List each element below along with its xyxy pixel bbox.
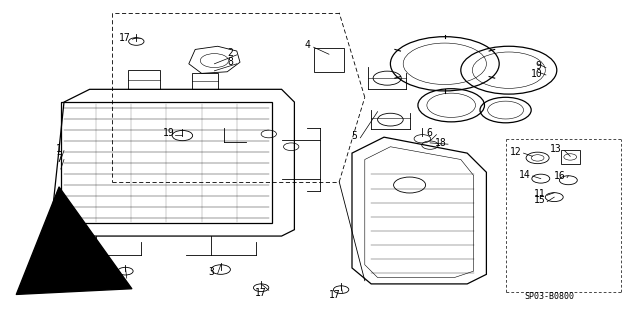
Bar — [61, 102, 272, 223]
Text: 17: 17 — [111, 271, 123, 282]
Text: SP03-B0800: SP03-B0800 — [525, 292, 575, 301]
Text: 17: 17 — [255, 288, 267, 298]
Bar — [192, 73, 218, 89]
Text: 2: 2 — [227, 48, 234, 58]
Text: 16: 16 — [554, 171, 565, 181]
Text: 17: 17 — [119, 33, 131, 43]
Bar — [561, 150, 580, 164]
Bar — [128, 70, 160, 89]
Text: 19: 19 — [163, 128, 174, 138]
Text: 4: 4 — [305, 40, 311, 50]
Bar — [314, 48, 344, 72]
Text: 3: 3 — [208, 267, 214, 277]
Text: 13: 13 — [550, 144, 562, 154]
Text: 7: 7 — [56, 154, 62, 164]
Text: 6: 6 — [426, 128, 433, 138]
Text: 12: 12 — [510, 146, 522, 157]
Text: 5: 5 — [351, 131, 357, 141]
Text: 10: 10 — [531, 69, 542, 79]
Text: 15: 15 — [534, 195, 545, 205]
Text: 9: 9 — [535, 61, 541, 71]
Text: FR.: FR. — [38, 279, 57, 290]
Text: 8: 8 — [227, 57, 234, 67]
Text: 14: 14 — [519, 170, 531, 180]
Text: 17: 17 — [329, 290, 340, 300]
Text: 18: 18 — [435, 138, 446, 148]
Text: 1: 1 — [56, 144, 62, 154]
Text: 11: 11 — [534, 189, 545, 199]
